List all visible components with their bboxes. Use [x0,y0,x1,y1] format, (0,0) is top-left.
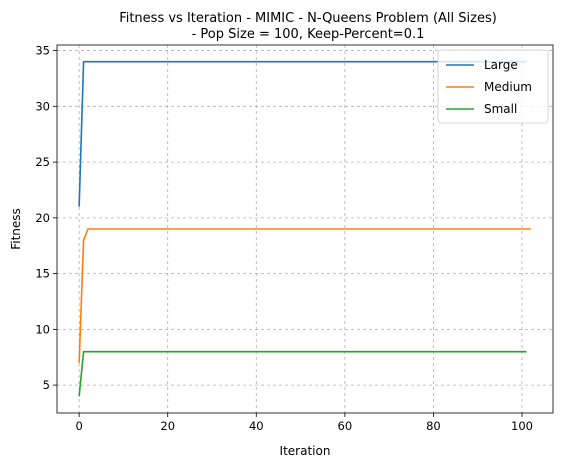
y-axis-label: Fitness [9,208,23,250]
x-tick-label: 0 [75,419,82,433]
y-tick-label: 10 [35,322,50,336]
x-tick-label: 100 [511,419,533,433]
x-axis-ticks: 0 20 40 60 80 100 [75,413,533,433]
y-tick-label: 25 [35,155,50,169]
chart-title-line-1: Fitness vs Iteration - MIMIC - N-Queens … [119,11,497,26]
series-lines [78,60,531,397]
x-tick-label: 20 [160,419,175,433]
y-axis-ticks: 5 10 15 20 25 30 35 [35,44,57,392]
y-tick-label: 20 [35,211,50,225]
legend: Large Medium Small [437,49,549,124]
legend-label-medium: Medium [484,80,532,94]
y-tick-label: 15 [35,267,50,281]
legend-label-small: Small [484,102,517,116]
x-tick-label: 60 [338,419,353,433]
x-tick-label: 80 [426,419,441,433]
plot-frame [56,44,554,414]
x-tick-label: 40 [249,419,264,433]
legend-box [437,49,549,124]
y-tick-label: 30 [35,99,50,113]
legend-label-large: Large [484,58,518,72]
y-tick-label: 35 [35,44,50,58]
series-line-medium [78,228,531,363]
series-line-large [78,60,527,207]
x-axis-label: Iteration [280,444,331,458]
y-tick-label: 5 [43,378,50,392]
series-line-small [78,350,527,397]
chart-title-line-2: - Pop Size = 100, Keep-Percent=0.1 [192,27,425,42]
